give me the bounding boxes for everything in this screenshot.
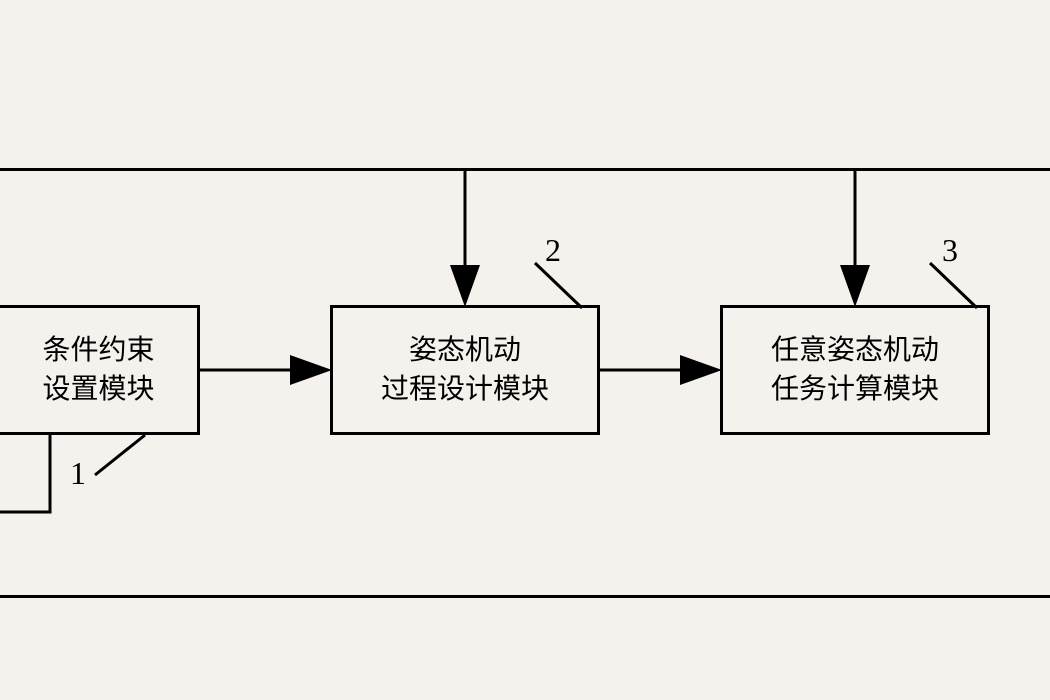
- block-text-line2: 任务计算模块: [771, 370, 939, 409]
- block-text-line1: 任意姿态机动: [771, 331, 939, 370]
- block-text-line2: 设置模块: [42, 370, 154, 409]
- block-task-compute-module: 任意姿态机动 任务计算模块: [720, 305, 990, 435]
- block-label-2: 2: [545, 232, 561, 269]
- block-attitude-process-module: 姿态机动 过程设计模块: [330, 305, 600, 435]
- block-label-1: 1: [70, 455, 86, 492]
- block-label-3: 3: [942, 232, 958, 269]
- block-constraint-module: 条件约束 设置模块: [0, 305, 200, 435]
- block-text-line1: 条件约束: [42, 331, 154, 370]
- block-text-line2: 过程设计模块: [381, 370, 549, 409]
- block-text-line1: 姿态机动: [409, 331, 521, 370]
